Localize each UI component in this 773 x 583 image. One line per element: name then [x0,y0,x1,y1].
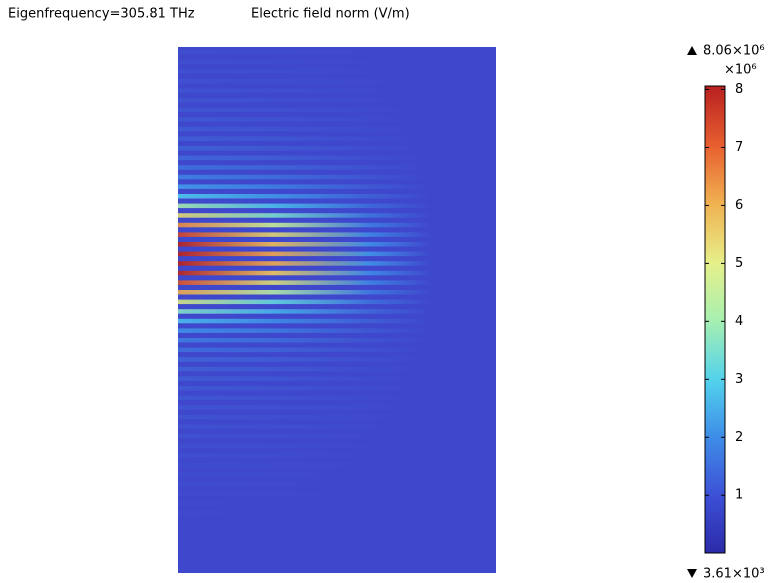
field-stripe [178,299,496,305]
field-stripe [178,347,496,353]
field-stripe [178,491,496,497]
field-stripe [178,443,496,449]
chart-title: Electric field norm (V/m) [251,7,410,22]
tick-label: 8 [735,82,743,97]
field-stripe [178,462,496,468]
field-stripe [178,501,496,506]
field-stripe [178,203,496,209]
field-stripe [178,434,496,439]
field-stripe [178,568,496,573]
field-stripe [178,78,496,84]
field-stripe [178,194,496,199]
min-arrow [687,569,697,578]
field-stripe [178,50,496,55]
field-stripe [178,59,496,65]
field-stripe [178,539,496,545]
tick-label: 4 [735,314,743,329]
field-stripe [178,366,496,372]
field-stripe [178,510,496,516]
field-stripe [178,213,496,218]
tick-label: 5 [735,256,743,271]
field-stripe [178,530,496,535]
field-stripe [178,520,496,525]
field-stripe [178,318,496,324]
tick-label: 6 [735,198,743,213]
field-stripe [178,482,496,487]
field-stripe [178,222,496,228]
field-stripe [178,184,496,189]
field-stripe [178,136,496,141]
field-stripe [178,88,496,93]
max-arrow [687,46,697,55]
field-stripe [178,290,496,295]
field-stripe [178,472,496,477]
field-stripe [178,107,496,113]
field-stripe [178,395,496,401]
tick-label: 1 [735,488,743,503]
field-stripes [178,50,496,573]
field-stripe [178,174,496,180]
tick-label: 2 [735,430,743,445]
field-stripe [178,270,496,276]
field-stripe [178,126,496,132]
field-stripe [178,242,496,247]
field-stripe [178,232,496,237]
field-stripe [178,155,496,161]
tick-label: 3 [735,372,743,387]
field-stripe [178,453,496,458]
field-stripe [178,146,496,151]
field-stripe [178,280,496,285]
tick-label: 7 [735,140,743,155]
field-stripe [178,251,496,257]
field-stripe [178,328,496,333]
field-stripe [178,117,496,122]
field-stripe [178,357,496,362]
subtitle: Eigenfrequency=305.81 THz [8,7,195,22]
field-stripe [178,261,496,266]
field-stripe [178,338,496,343]
field-stripe [178,376,496,381]
field-stripe [178,165,496,170]
field-stripe [178,98,496,103]
field-stripe [178,405,496,410]
field-stripe [178,414,496,420]
field-stripe [178,549,496,554]
max-label: 8.06×10⁶ [703,44,765,59]
multiplier: ×10⁶ [724,63,757,78]
field-stripe [178,309,496,314]
field-stripe [178,558,496,564]
field-stripe [178,386,496,391]
field-stripe [178,69,496,74]
field-stripe [178,424,496,429]
colorbar [704,85,726,554]
min-label: 3.61×10³ [703,567,765,582]
